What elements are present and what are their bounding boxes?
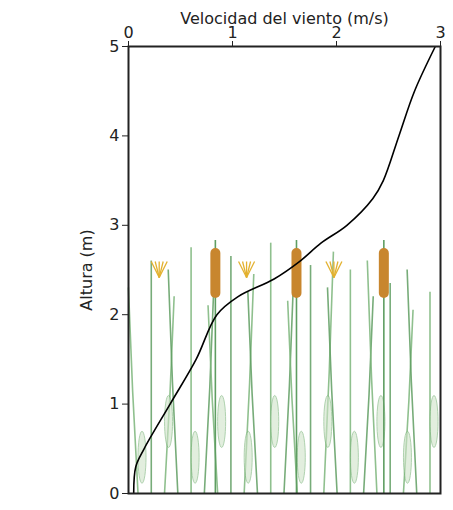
svg-text:Velocidad del viento (m/s): Velocidad del viento (m/s) [180, 9, 389, 28]
svg-text:0: 0 [123, 23, 133, 42]
svg-text:2: 2 [109, 305, 119, 324]
svg-text:5: 5 [109, 37, 119, 56]
svg-text:1: 1 [109, 394, 119, 413]
svg-text:3: 3 [109, 215, 119, 234]
svg-text:2: 2 [331, 22, 342, 42]
svg-text:3: 3 [435, 23, 445, 42]
svg-text:0: 0 [109, 484, 119, 503]
svg-text:1: 1 [227, 22, 238, 42]
svg-text:4: 4 [109, 126, 119, 145]
svg-text:Altura (m): Altura (m) [77, 229, 96, 310]
